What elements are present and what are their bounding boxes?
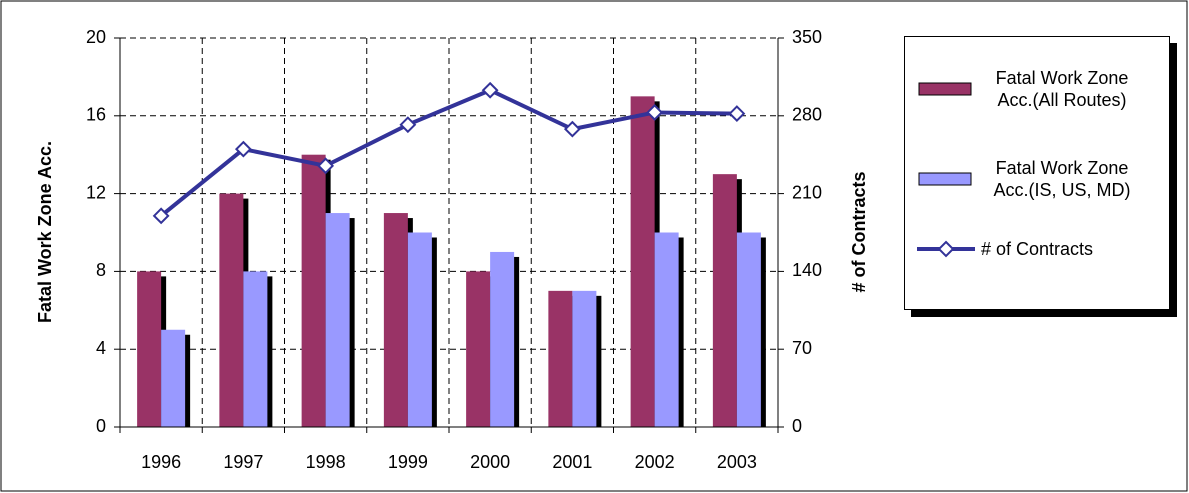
y-tick-label: 12 [86,182,106,202]
bar [325,213,350,427]
legend-swatch [918,172,972,186]
bar [243,271,268,427]
y2-axis-title: # of Contracts [849,171,869,292]
y2-tick-label: 210 [792,182,822,202]
bar [466,271,491,427]
bar [137,271,162,427]
x-tick-label: 1999 [388,452,428,472]
bar [383,213,408,427]
bar [654,232,679,427]
legend-label: Fatal Work Zone Acc.(All Routes) [995,68,1129,110]
line-marker [234,140,252,158]
legend-label: Fatal Work Zone Acc.(IS, US, MD) [993,158,1131,200]
legend-swatch [918,82,972,96]
y-axis-title: Fatal Work Zone Acc. [35,141,55,323]
bar [548,290,573,427]
bar [630,96,655,427]
line-marker [481,81,499,99]
line [159,88,737,218]
line-marker [399,116,417,134]
y-tick-label: 16 [86,105,106,125]
bar [572,290,597,427]
x-tick-label: 1997 [223,452,263,472]
legend-item: Fatal Work Zone Acc.(All Routes) [915,67,1147,111]
x-tick-label: 2003 [717,452,757,472]
legend-key [918,172,972,186]
line-marker [728,105,746,122]
y2-tick-label: 70 [792,338,812,358]
legend-label: # of Contracts [981,239,1094,259]
y2-tick-label: 280 [792,105,822,125]
legend-key [917,240,975,258]
bar [736,232,761,427]
y-tick-label: 4 [96,338,106,358]
y-tick-label: 8 [96,260,106,280]
line-marker [563,120,581,138]
legend-marker [937,240,955,258]
y2-tick-label: 350 [792,27,822,47]
legend-item: # of Contracts [915,237,1151,261]
x-tick-label: 2001 [552,452,592,472]
y-tick-label: 20 [86,27,106,47]
y-tick-label: 0 [96,416,106,436]
legend-key [918,82,972,96]
line-marker [317,157,335,175]
bar [712,174,737,427]
x-tick-label: 1996 [141,452,181,472]
legend-item: Fatal Work Zone Acc.(IS, US, MD) [915,157,1147,201]
line-marker [646,104,664,121]
legend: Fatal Work Zone Acc.(All Routes) Fatal Wo… [904,36,1170,310]
x-tick-label: 2000 [470,452,510,472]
y2-tick-label: 0 [792,416,802,436]
bar [490,251,515,427]
bar [161,329,186,427]
bar [219,193,244,427]
line-marker [152,207,170,225]
x-tick-label: 2002 [635,452,675,472]
bar [407,232,432,427]
y2-tick-label: 140 [792,260,822,280]
bar [301,154,326,427]
x-tick-label: 1998 [306,452,346,472]
